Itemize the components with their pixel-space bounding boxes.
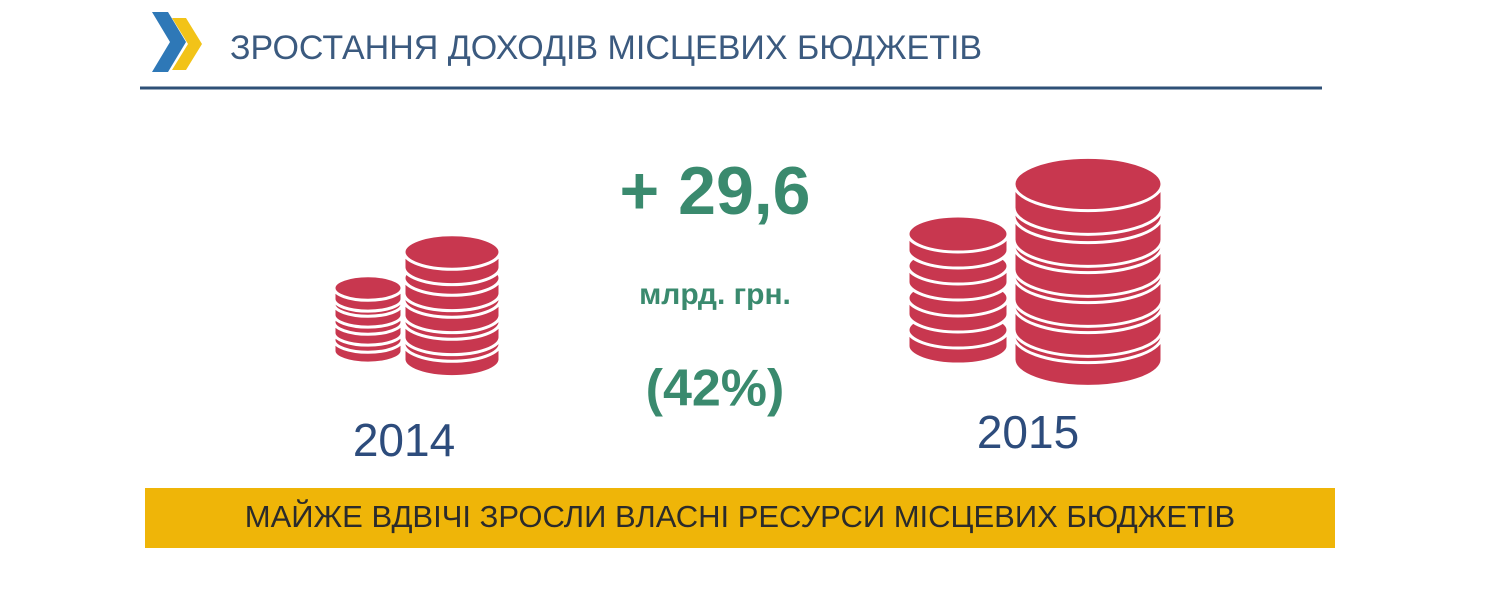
banner-text: МАЙЖЕ ВДВІЧІ ЗРОСЛИ ВЛАСНІ РЕСУРСИ МІСЦЕ… bbox=[245, 498, 1235, 534]
growth-unit: млрд. грн. bbox=[639, 278, 791, 311]
growth-amount: + 29,6 bbox=[620, 153, 811, 229]
header-title: ЗРОСТАННЯ ДОХОДІВ МІСЦЕВИХ БЮДЖЕТІВ bbox=[230, 29, 982, 67]
year-label: 2014 bbox=[353, 414, 455, 466]
logo bbox=[152, 12, 202, 72]
year-label: 2015 bbox=[977, 406, 1079, 458]
growth-percent: (42%) bbox=[646, 360, 785, 418]
banner-background bbox=[145, 488, 1335, 548]
